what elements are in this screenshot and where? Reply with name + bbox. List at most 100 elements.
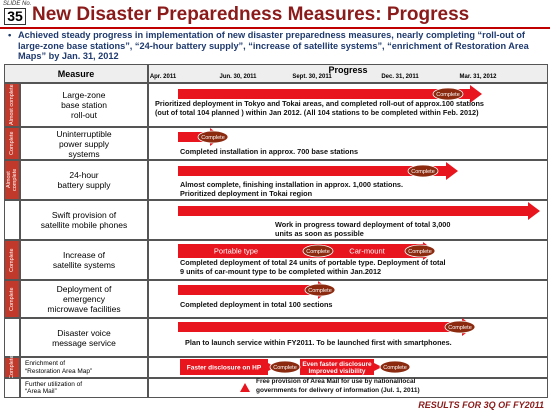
note-line: Completed installation in approx. 700 ba…	[180, 147, 358, 156]
complete-label: Complete	[273, 365, 297, 371]
complete-badge	[197, 130, 229, 144]
measure-cell: Deployment of emergency microwave faciliti…	[20, 280, 148, 318]
note-line: units as soon as possible	[275, 229, 364, 238]
status-cell	[4, 378, 20, 398]
status-cell	[4, 200, 20, 240]
step-label: Faster disclosure on HP	[187, 365, 262, 372]
progress-cell	[148, 200, 548, 240]
note-line: Prioritized deployment in Tokai region	[180, 189, 312, 198]
measure-cell: Increase of satellite systems	[20, 240, 148, 280]
complete-label: Complete	[201, 135, 225, 141]
measure-line: microwave facilities	[47, 304, 121, 314]
progress-cell	[148, 280, 548, 318]
progress-arrow	[178, 162, 458, 180]
note-line: Work in progress toward deployment of to…	[275, 220, 450, 229]
date-label: Mar. 31, 2012	[459, 74, 497, 80]
slide-number: 35	[4, 8, 26, 25]
measure-line: satellite systems	[52, 260, 116, 270]
status-cell	[4, 160, 20, 200]
measure-line: Increase of	[62, 250, 106, 260]
progress-arrow	[178, 281, 330, 299]
measure-cell: Further utilization of “Area Mail”	[20, 378, 148, 398]
note-line: Plan to launch service within FY2011. To…	[185, 338, 452, 347]
measure-cell: Disaster voice message service	[20, 318, 148, 357]
footer: RESULTS FOR 3Q OF FY2011	[418, 400, 544, 410]
complete-label: Complete	[436, 92, 460, 98]
measure-cell: 24-hour battery supply	[20, 160, 148, 200]
note-line: Prioritized deployment in Tokyo and Toka…	[155, 99, 484, 108]
note-line: Almost complete, finishing installation …	[180, 180, 403, 189]
measure-line: base station	[61, 100, 107, 110]
measure-line: Uninterruptible	[56, 128, 112, 139]
measure-cell: Enrichment of “Restoration Area Map”	[20, 357, 148, 378]
measure-line: Deployment of	[56, 284, 112, 294]
complete-badge	[444, 320, 476, 334]
measure-line: emergency	[62, 294, 106, 304]
progress-cell	[148, 240, 548, 280]
measure-line: Disaster voice	[57, 327, 111, 338]
complete-badge	[304, 283, 336, 297]
complete-label: Complete	[308, 288, 332, 294]
step-box	[180, 359, 268, 375]
step-label: Even faster disclosure	[302, 361, 372, 368]
progress-cell	[148, 127, 548, 160]
complete-badge	[432, 87, 464, 101]
header-cell: Progress	[148, 64, 548, 83]
note-line: Free provision of Area Mail for use by n…	[256, 378, 416, 385]
status-cell	[4, 127, 20, 160]
header-cell: Measure	[4, 64, 148, 83]
note-line: Completed deployment of total 24 units o…	[180, 258, 446, 267]
note-line: (out of total 104 planned ) within Jan 2…	[155, 108, 479, 117]
measure-line: Further utilization of	[25, 380, 83, 388]
note-line: 9 units of car-mount type to be complete…	[180, 267, 381, 276]
summary: Achieved steady progress in implementati…	[18, 30, 529, 61]
measure-line: Enrichment of	[25, 360, 66, 367]
slide-title: New Disaster Preparedness Measures: Prog…	[32, 4, 470, 25]
date-label: Jun. 30, 2011	[219, 74, 257, 80]
triangle-marker	[240, 383, 250, 392]
measure-line: systems	[68, 148, 100, 159]
complete-badge	[302, 244, 334, 258]
bullet: •	[8, 30, 12, 41]
note-line: governments for delivery of information …	[256, 387, 420, 394]
progress-cell	[148, 357, 548, 378]
date-label: Dec. 31, 2011	[381, 74, 419, 80]
title-rule	[0, 27, 550, 29]
complete-badge	[269, 360, 301, 374]
measure-line: “Area Mail”	[25, 388, 57, 395]
phase-label: Car-mount	[349, 247, 385, 256]
progress-arrow	[178, 85, 482, 103]
date-label: Apr. 2011	[149, 74, 177, 80]
complete-label: Complete	[448, 325, 472, 331]
measure-line: power supply	[58, 138, 110, 149]
status-cell	[4, 240, 20, 280]
measure-line: Large-zone	[62, 90, 106, 100]
complete-badge	[379, 360, 411, 374]
step-arrow	[374, 363, 382, 371]
measure-line: Swift provision of	[51, 210, 117, 220]
measure-line: “Restoration Area Map”	[25, 367, 93, 375]
measure-cell: Large-zone base station roll-out	[20, 83, 148, 127]
complete-label: Complete	[383, 365, 407, 371]
complete-label: Complete	[306, 249, 330, 255]
progress-cell	[148, 160, 548, 200]
complete-label: Complete	[408, 249, 432, 255]
slide-label: SLIDE No.	[3, 1, 32, 7]
progress-cell	[148, 378, 548, 398]
progress-cell	[148, 318, 548, 357]
measure-line: 24-hour	[69, 170, 99, 180]
measure-line: battery supply	[57, 180, 111, 190]
progress-arrow	[178, 318, 474, 336]
date-label: Sept. 30, 2011	[292, 74, 332, 80]
measure-line: satellite mobile phones	[40, 220, 128, 230]
note-line: Completed deployment in total 100 sectio…	[180, 300, 332, 309]
status-cell	[4, 83, 20, 127]
complete-badge	[407, 164, 439, 178]
status-cell	[4, 280, 20, 318]
measure-cell: Swift provision of satellite mobile phone…	[20, 200, 148, 240]
measure-line: roll-out	[71, 110, 97, 120]
phase-label: Portable type	[214, 247, 258, 256]
